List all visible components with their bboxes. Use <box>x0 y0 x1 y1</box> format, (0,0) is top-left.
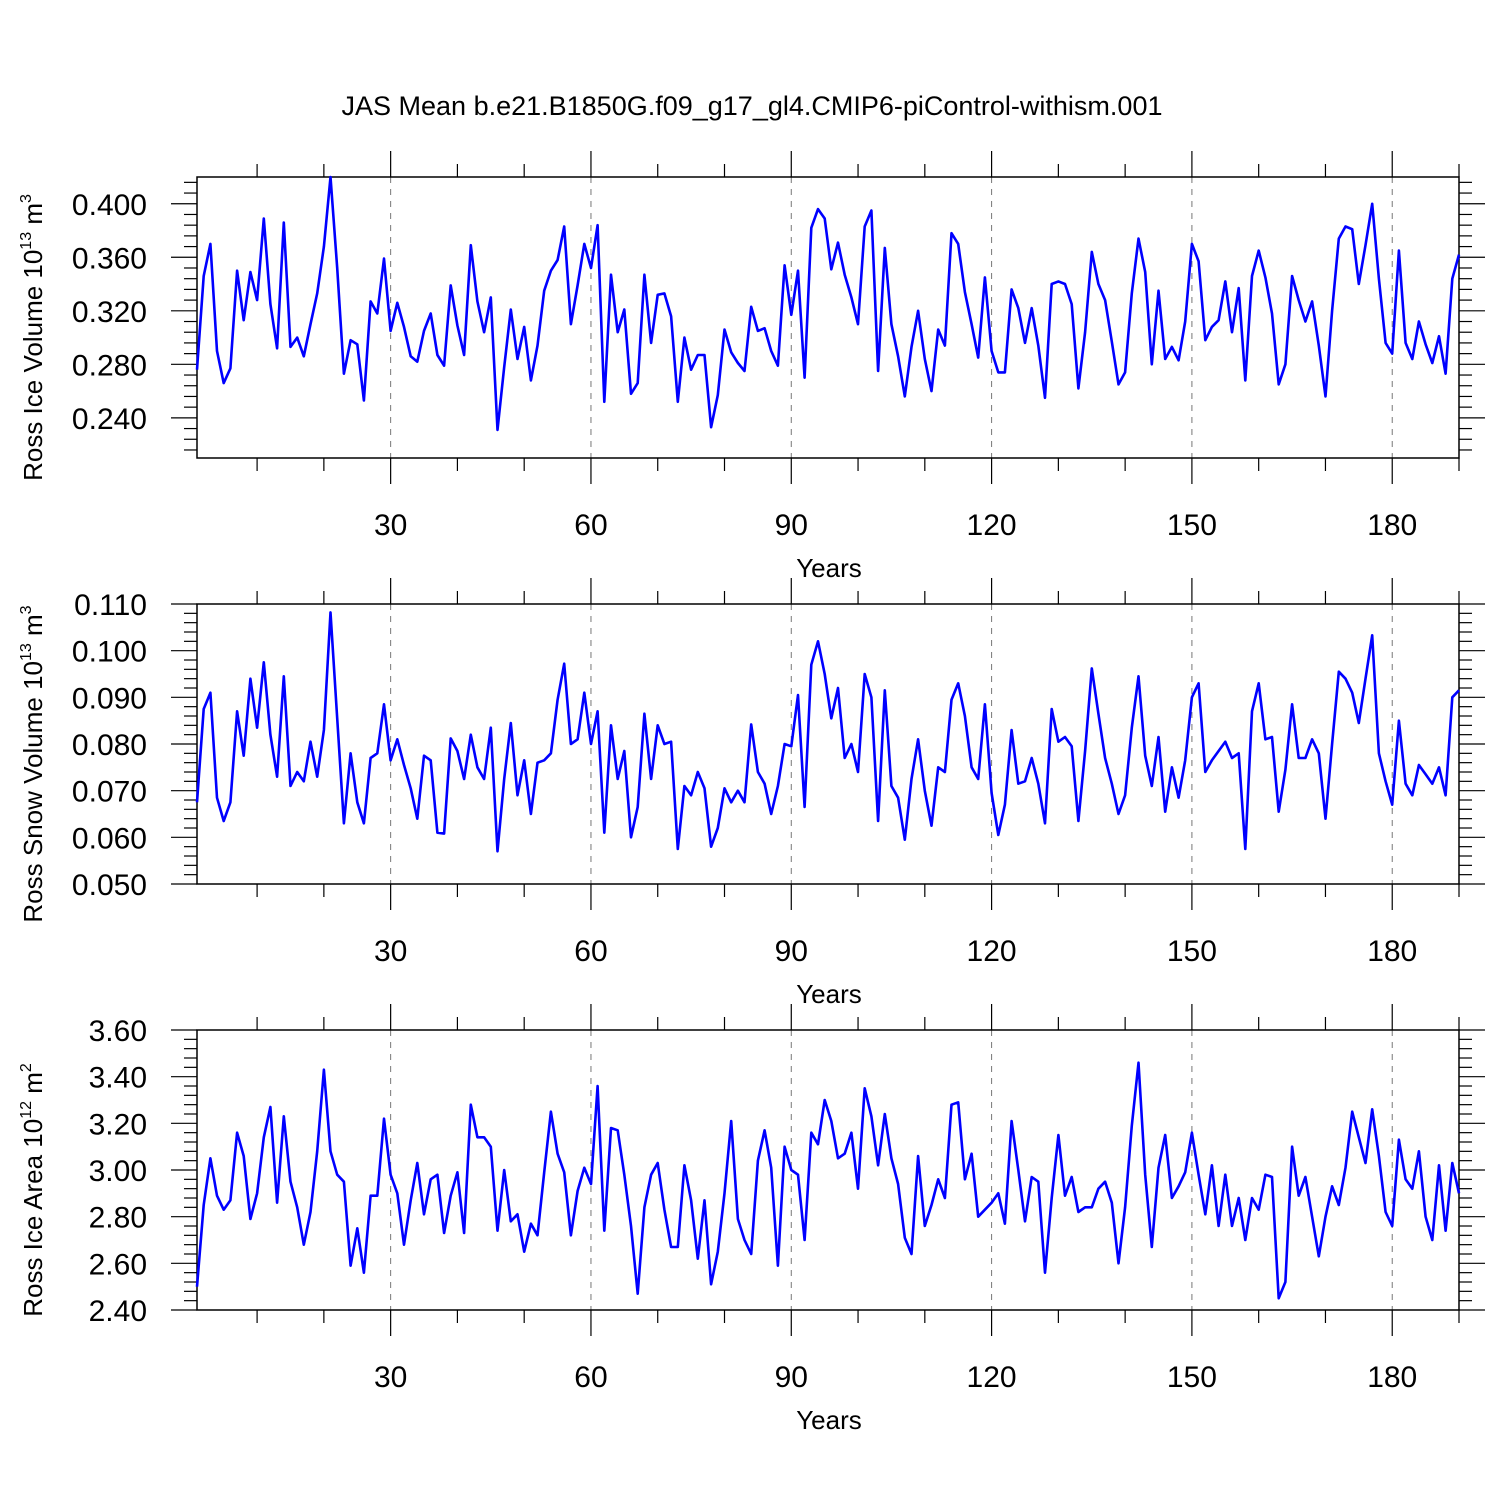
ice-volume-y-tick-label: 0.400 <box>72 189 147 222</box>
snow-volume-plot-frame <box>196 603 1460 885</box>
ice-volume-x-tick-label: 60 <box>574 509 607 542</box>
ice-volume-series-line <box>195 175 1461 432</box>
ice-volume-x-tick-label: 180 <box>1367 509 1417 542</box>
snow-volume-x-tick-label: 30 <box>374 935 407 968</box>
snow-volume-x-tick-label: 180 <box>1367 935 1417 968</box>
ice-volume-y-tick-label: 0.280 <box>72 349 147 382</box>
ice-volume-y-axis-label: Ross Ice Volume 1013 m3 <box>18 194 48 481</box>
ice-area-x-tick-label: 90 <box>775 1361 808 1394</box>
ice-volume-y-tick-label: 0.240 <box>72 403 147 436</box>
ice-area-panel: 30 60 90 120 150 180 2.40 2.60 2.80 3.00 3.20 3.40 3… <box>18 1004 1485 1435</box>
snow-volume-y-tick-label: 0.090 <box>72 682 147 715</box>
ice-area-x-tick-label: 60 <box>574 1361 607 1394</box>
ice-volume-x-tick-label: 90 <box>775 509 808 542</box>
ice-area-y-tick-label: 3.60 <box>89 1015 147 1048</box>
ice-volume-y-tick-label: 0.360 <box>72 242 147 275</box>
ice-area-y-tick-label: 2.40 <box>89 1295 147 1328</box>
chart-title: JAS Mean b.e21.B1850G.f09_g17_gl4.CMIP6-… <box>342 91 1163 121</box>
snow-volume-y-tick-label: 0.100 <box>72 636 147 669</box>
ice-area-x-axis-label: Years <box>796 1405 862 1435</box>
snow-volume-y-tick-label: 0.070 <box>72 776 147 809</box>
snow-volume-x-tick-label: 120 <box>967 935 1017 968</box>
ice-area-y-tick-label: 3.40 <box>89 1062 147 1095</box>
snow-volume-x-tick-label: 60 <box>574 935 607 968</box>
ice-volume-x-axis-label: Years <box>796 553 862 583</box>
snow-volume-x-tick-label: 150 <box>1167 935 1217 968</box>
snow-volume-series-line <box>195 611 1460 853</box>
ice-volume-y-tick-label: 0.320 <box>72 296 147 329</box>
ice-area-x-tick-label: 120 <box>967 1361 1017 1394</box>
ice-area-y-tick-label: 2.60 <box>89 1248 147 1281</box>
snow-volume-panel: 30 60 90 120 150 180 0.050 0.060 0.070 0.080 0.090… <box>18 578 1485 1009</box>
ice-area-y-tick-label: 3.20 <box>89 1108 147 1141</box>
ice-area-y-tick-label: 3.00 <box>89 1155 147 1188</box>
ice-volume-x-tick-label: 150 <box>1167 509 1217 542</box>
ice-volume-plot-frame <box>196 176 1460 459</box>
ice-area-y-tick-label: 2.80 <box>89 1202 147 1235</box>
ice-volume-x-tick-label: 120 <box>967 509 1017 542</box>
snow-volume-y-tick-label: 0.110 <box>74 589 147 622</box>
ice-area-series-line <box>195 1061 1461 1300</box>
snow-volume-x-axis-label: Years <box>796 979 862 1009</box>
snow-volume-y-tick-label: 0.080 <box>72 729 147 762</box>
ice-volume-x-tick-label: 30 <box>374 509 407 542</box>
snow-volume-y-axis-label: Ross Snow Volume 1013 m3 <box>18 605 48 922</box>
snow-volume-y-tick-label: 0.050 <box>72 869 147 902</box>
ice-area-plot-frame <box>196 1029 1460 1311</box>
snow-volume-x-tick-label: 90 <box>775 935 808 968</box>
ice-area-y-axis-label: Ross Ice Area 1012 m2 <box>18 1063 48 1317</box>
ice-area-x-tick-label: 150 <box>1167 1361 1217 1394</box>
ice-volume-panel: 30 60 90 120 150 180 0.240 0.280 0.320 0.360 0.400… <box>18 151 1485 583</box>
snow-volume-y-tick-label: 0.060 <box>72 822 147 855</box>
ice-area-x-tick-label: 30 <box>374 1361 407 1394</box>
ice-area-x-tick-label: 180 <box>1367 1361 1417 1394</box>
